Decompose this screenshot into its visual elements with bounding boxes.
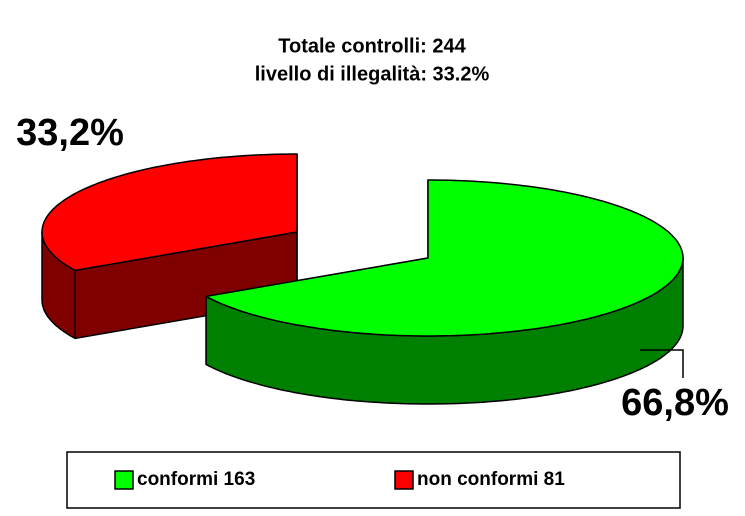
legend-swatch [114, 470, 134, 490]
legend [66, 451, 681, 509]
legend-label: conformi 163 [137, 469, 255, 490]
chart-title: Totale controlli: 244 [278, 35, 466, 57]
pie [41, 153, 684, 405]
data-label: 33,2% [16, 112, 124, 154]
leader-line [640, 349, 684, 378]
pie-slice [205, 179, 684, 405]
legend-label: non conformi 81 [417, 469, 565, 490]
pie-slice [41, 153, 298, 340]
chart-subtitle: livello di illegalità: 33.2% [255, 63, 490, 85]
data-label: 66,8% [621, 382, 729, 424]
legend-swatch [394, 470, 414, 490]
slice-top [205, 179, 684, 337]
slice-top [41, 153, 298, 272]
